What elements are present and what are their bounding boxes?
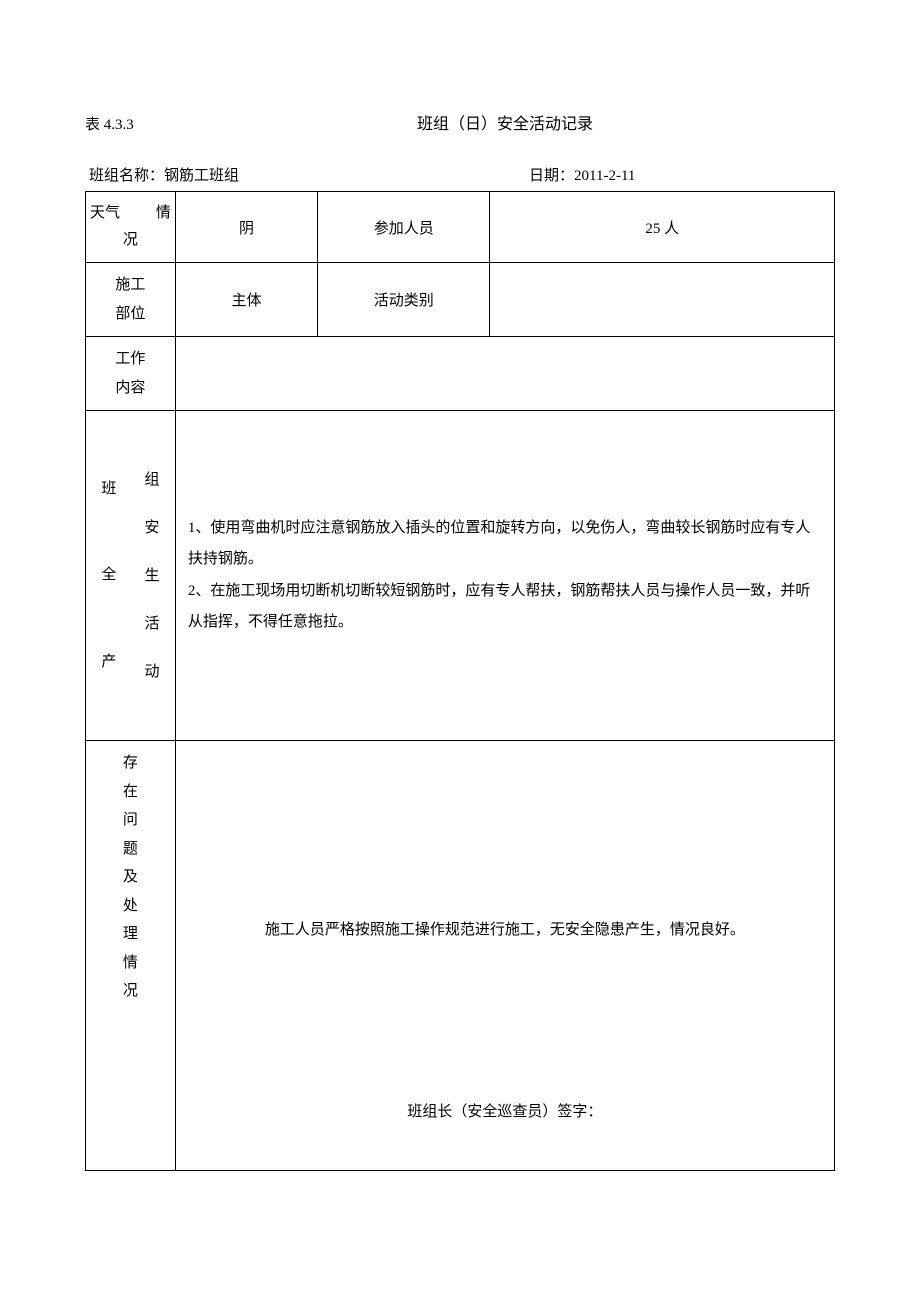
label-char: 活 bbox=[144, 600, 159, 648]
issues-label: 存 在 问 题 及 处 理 情 况 bbox=[86, 741, 176, 1171]
label-line: 部位 bbox=[90, 300, 171, 329]
work-content-label: 工作 内容 bbox=[86, 337, 176, 411]
label-line: 内容 bbox=[90, 374, 171, 403]
safety-activity-content: 1、使用弯曲机时应注意钢筋放入插头的位置和旋转方向，以免伤人，弯曲较长钢筋时应有… bbox=[175, 411, 834, 741]
weather-label: 天气 情 况 bbox=[86, 192, 176, 263]
label-char: 存 bbox=[90, 749, 171, 778]
safety-activity-label: 班 全 产 组 安 生 活 动 bbox=[86, 411, 176, 741]
table-row: 天气 情 况 阴 参加人员 25 人 bbox=[86, 192, 835, 263]
label-char: 在 bbox=[90, 778, 171, 807]
label-char: 及 bbox=[90, 863, 171, 892]
table-row: 存 在 问 题 及 处 理 情 况 施工人员严格按照施工操作规范进行施工，无安全… bbox=[86, 741, 835, 1171]
label-char: 情 bbox=[90, 949, 171, 978]
issues-content: 施工人员严格按照施工操作规范进行施工，无安全隐患产生，情况良好。 班组长（安全巡… bbox=[175, 741, 834, 1171]
weather-label-tr: 情 bbox=[156, 200, 171, 227]
label-char: 全 bbox=[101, 551, 116, 599]
date: 日期：2011-2-11 bbox=[529, 164, 831, 185]
label-char: 问 bbox=[90, 806, 171, 835]
label-line: 施工 bbox=[90, 271, 171, 300]
label-char: 生 bbox=[144, 552, 159, 600]
record-table: 天气 情 况 阴 参加人员 25 人 施工 部位 主体 活动类别 工作 内容 bbox=[85, 191, 835, 1171]
table-row: 工作 内容 bbox=[86, 337, 835, 411]
issues-text: 施工人员严格按照施工操作规范进行施工，无安全隐患产生，情况良好。 bbox=[188, 765, 822, 947]
label-char: 理 bbox=[90, 920, 171, 949]
label-char: 况 bbox=[90, 977, 171, 1006]
label-char: 处 bbox=[90, 892, 171, 921]
safety-line-2: 2、在施工现场用切断机切断较短钢筋时，应有专人帮扶，钢筋帮扶人员与操作人员一致，… bbox=[188, 576, 822, 639]
participants-label: 参加人员 bbox=[318, 192, 490, 263]
label-char: 产 bbox=[101, 638, 116, 686]
team-name-label: 班组名称： bbox=[89, 168, 164, 184]
activity-type-value bbox=[490, 263, 835, 337]
weather-value: 阴 bbox=[175, 192, 317, 263]
label-line: 工作 bbox=[90, 345, 171, 374]
page-title: 班组（日）安全活动记录 bbox=[175, 110, 835, 134]
label-char: 动 bbox=[144, 648, 159, 696]
activity-type-label: 活动类别 bbox=[318, 263, 490, 337]
table-row: 班 全 产 组 安 生 活 动 1、使用弯曲机时应注意钢筋放入插头的位置和旋转方… bbox=[86, 411, 835, 741]
participants-value: 25 人 bbox=[490, 192, 835, 263]
construction-part-value: 主体 bbox=[175, 263, 317, 337]
label-char: 组 bbox=[144, 456, 159, 504]
team-name: 班组名称：钢筋工班组 bbox=[89, 164, 529, 185]
label-char: 题 bbox=[90, 835, 171, 864]
safety-line-1: 1、使用弯曲机时应注意钢筋放入插头的位置和旋转方向，以免伤人，弯曲较长钢筋时应有… bbox=[188, 513, 822, 576]
weather-label-tl: 天气 bbox=[90, 200, 120, 227]
weather-label-b: 况 bbox=[123, 227, 138, 254]
label-char: 安 bbox=[144, 504, 159, 552]
team-name-value: 钢筋工班组 bbox=[164, 168, 239, 184]
date-label: 日期： bbox=[529, 168, 574, 184]
table-row: 施工 部位 主体 活动类别 bbox=[86, 263, 835, 337]
date-value: 2011-2-11 bbox=[574, 168, 635, 184]
work-content-value bbox=[175, 337, 834, 411]
label-char: 班 bbox=[101, 465, 116, 513]
signature-label: 班组长（安全巡查员）签字： bbox=[188, 1097, 822, 1147]
construction-part-label: 施工 部位 bbox=[86, 263, 176, 337]
